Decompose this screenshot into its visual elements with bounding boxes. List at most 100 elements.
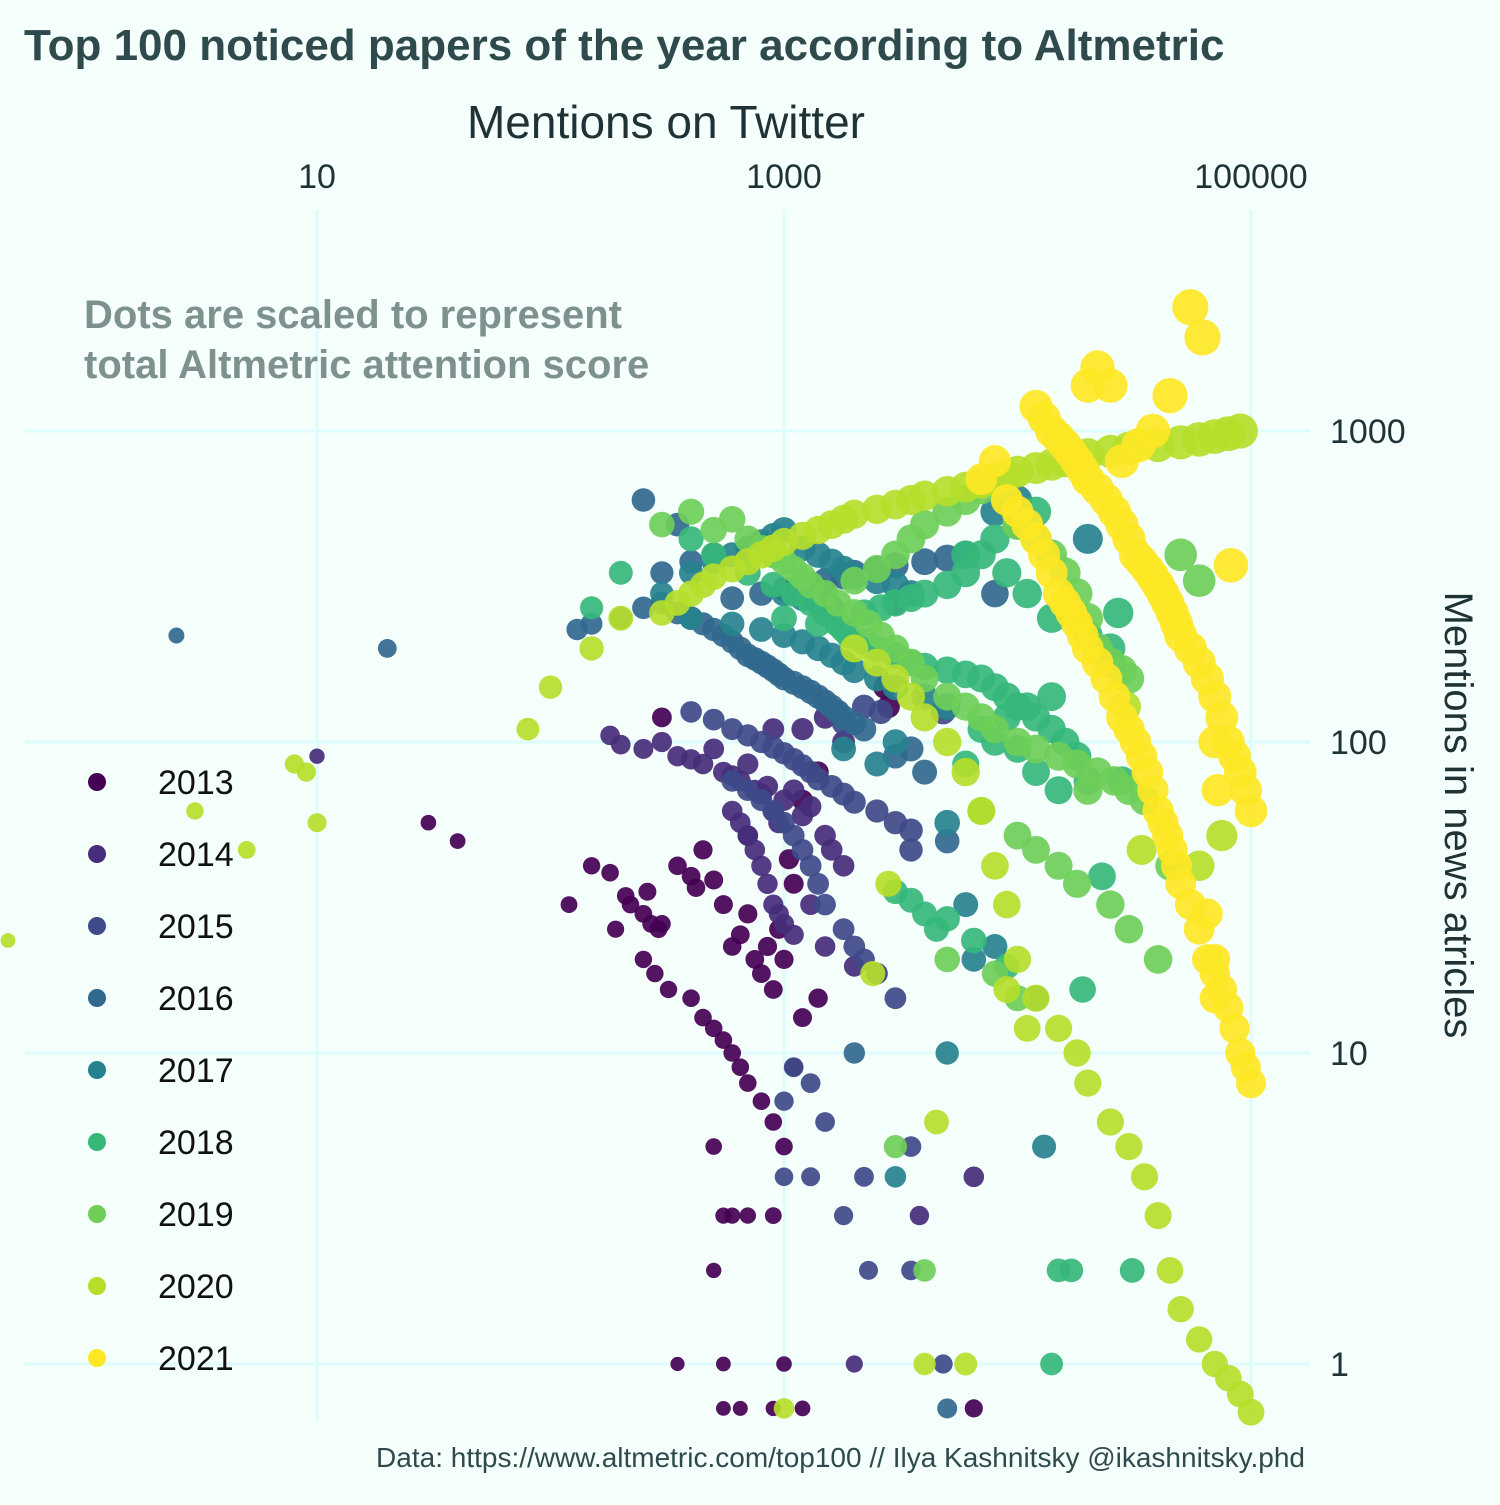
data-point-2013 xyxy=(607,920,625,938)
legend-swatch-2017 xyxy=(88,1061,106,1079)
data-point-2018 xyxy=(910,579,939,608)
legend-label-2020: 2020 xyxy=(158,1268,234,1306)
data-point-2013 xyxy=(634,950,653,969)
data-point-2015 xyxy=(799,854,822,877)
data-point-2013 xyxy=(776,1356,792,1372)
data-point-2013 xyxy=(646,964,664,983)
data-point-2020 xyxy=(1074,1069,1102,1097)
data-point-2020 xyxy=(237,841,256,859)
data-point-2014 xyxy=(791,718,814,741)
data-point-2013 xyxy=(775,1137,793,1156)
data-point-2013 xyxy=(764,1113,783,1131)
data-point-2019 xyxy=(840,566,869,595)
data-point-2014 xyxy=(757,873,778,894)
data-point-2019 xyxy=(1114,915,1144,944)
data-point-2015 xyxy=(899,818,923,843)
data-point-2019 xyxy=(1063,869,1092,898)
legend-swatch-2020 xyxy=(88,1277,106,1295)
data-point-2014 xyxy=(611,734,631,755)
data-point-2019 xyxy=(934,946,960,973)
data-point-2020 xyxy=(1013,1015,1041,1042)
data-point-2017 xyxy=(749,617,774,642)
data-point-2018 xyxy=(701,542,727,568)
data-point-2015 xyxy=(884,987,907,1010)
data-point-2017 xyxy=(934,809,960,836)
data-point-2018 xyxy=(1103,597,1134,629)
data-point-2018 xyxy=(1119,1258,1145,1283)
data-point-2015 xyxy=(842,790,866,814)
data-point-2013 xyxy=(714,1031,733,1049)
data-point-2014 xyxy=(651,731,673,753)
data-point-2016 xyxy=(981,579,1009,608)
data-point-2013 xyxy=(763,980,783,999)
x-tick-label: 1000 xyxy=(746,158,822,196)
data-point-2013 xyxy=(713,895,733,915)
data-point-2021 xyxy=(1235,1068,1267,1099)
data-point-2020 xyxy=(296,762,316,782)
data-point-2020 xyxy=(1130,1163,1159,1191)
data-point-2016 xyxy=(843,1042,865,1064)
data-point-2015 xyxy=(933,1354,953,1374)
x-axis-ticks: 10 1000 100000 xyxy=(298,158,1308,196)
data-point-2021 xyxy=(1199,983,1231,1014)
data-point-2014 xyxy=(783,924,804,945)
legend-swatch-2019 xyxy=(88,1205,106,1223)
legend-swatch-2021 xyxy=(88,1349,106,1367)
data-point-2015 xyxy=(680,701,702,723)
data-point-2014 xyxy=(845,1355,863,1373)
data-point-2020 xyxy=(967,796,996,826)
data-point-2013 xyxy=(638,882,657,901)
data-point-2021 xyxy=(1191,898,1223,930)
data-point-2013 xyxy=(731,1058,750,1076)
data-point-2013 xyxy=(764,1207,782,1224)
data-point-2014 xyxy=(633,738,654,759)
data-point-2018 xyxy=(934,906,960,932)
data-point-2021 xyxy=(1213,548,1249,583)
data-point-2014 xyxy=(832,855,855,877)
data-points xyxy=(0,289,1268,1426)
data-point-2015 xyxy=(783,1057,804,1078)
data-point-2014 xyxy=(751,855,772,876)
data-point-2019 xyxy=(1164,538,1197,572)
data-point-2016 xyxy=(911,548,938,576)
data-point-2020 xyxy=(896,682,926,711)
data-point-2018 xyxy=(608,560,633,585)
data-point-2017 xyxy=(1032,1134,1057,1159)
data-point-2013 xyxy=(704,870,724,890)
data-point-2020 xyxy=(608,605,634,631)
data-point-2014 xyxy=(909,1205,930,1226)
data-point-2013 xyxy=(653,915,671,933)
data-point-2020 xyxy=(1126,834,1157,865)
data-point-2018 xyxy=(678,526,704,552)
data-point-2019 xyxy=(718,506,746,533)
data-point-2016 xyxy=(851,716,877,742)
data-point-2020 xyxy=(516,717,540,741)
data-point-2014 xyxy=(737,825,759,846)
data-point-2018 xyxy=(961,927,987,954)
data-point-2020 xyxy=(875,870,902,897)
data-point-2013 xyxy=(670,1356,685,1372)
data-point-2019 xyxy=(1096,890,1125,919)
legend-label-2021: 2021 xyxy=(158,1340,234,1378)
data-point-2020 xyxy=(1156,1257,1184,1284)
data-point-2020 xyxy=(839,499,869,529)
data-point-2018 xyxy=(1012,692,1042,721)
data-point-2013 xyxy=(420,814,437,831)
data-point-2015 xyxy=(702,708,725,731)
data-point-2020 xyxy=(951,757,980,787)
data-point-2019 xyxy=(1044,851,1073,880)
data-point-2015 xyxy=(854,1166,874,1187)
data-point-2013 xyxy=(686,878,706,897)
data-point-2017 xyxy=(831,736,856,762)
data-point-2017 xyxy=(961,947,987,972)
data-point-2016 xyxy=(912,759,938,785)
data-point-2020 xyxy=(0,933,16,948)
legend-swatch-2015 xyxy=(88,917,106,935)
data-point-2019 xyxy=(913,1259,936,1282)
y-tick-label: 1 xyxy=(1330,1346,1349,1384)
data-point-2013 xyxy=(716,1401,731,1416)
data-point-2020 xyxy=(954,1352,978,1376)
legend-swatch-2014 xyxy=(88,845,106,863)
